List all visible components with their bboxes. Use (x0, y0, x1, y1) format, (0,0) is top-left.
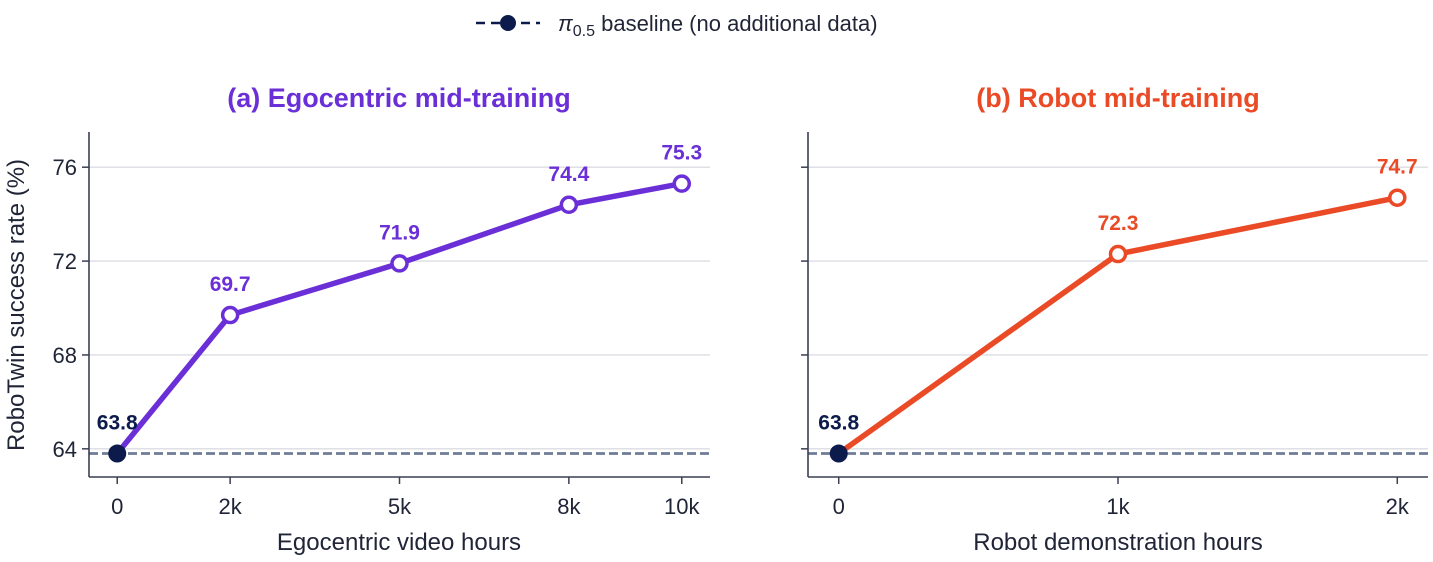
data-value-label: 74.7 (1377, 156, 1418, 179)
baseline-value-label: 63.8 (97, 412, 138, 435)
legend: π0.5 baseline (no additional data) (476, 11, 878, 40)
x-ticks: 0 1k 2k (833, 477, 1410, 519)
x-ticks: 0 2k 5k 8k 10k (111, 477, 701, 519)
legend-symbol-subscript: 0.5 (573, 23, 595, 40)
data-point (559, 195, 579, 215)
x-tick-label: 2k (219, 494, 243, 519)
panel-robot: (b) Robot mid-training 0 1k 2k 63.8 72.3 74.… (801, 83, 1428, 556)
series (829, 188, 1407, 463)
y-ticks: 64 68 72 76 (53, 155, 89, 462)
data-value-label: 69.7 (210, 273, 251, 296)
baseline-value-label: 63.8 (818, 412, 859, 435)
x-tick-label: 0 (111, 494, 123, 519)
legend-label: π0.5 baseline (no additional data) (558, 11, 878, 40)
baseline-point (829, 444, 848, 463)
data-point (672, 174, 692, 193)
y-tick-label: 72 (53, 249, 77, 274)
axes (88, 132, 710, 478)
x-tick-label: 2k (1386, 494, 1410, 519)
grid-lines (89, 166, 710, 450)
data-point (1388, 188, 1407, 207)
series (108, 174, 692, 463)
x-axis-label: Egocentric video hours (277, 529, 521, 556)
data-point (1108, 244, 1128, 264)
data-point (390, 254, 409, 273)
data-labels: 63.8 69.7 71.9 74.4 75.3 (97, 142, 702, 435)
axes (807, 132, 1428, 478)
legend-symbol: π (558, 11, 574, 36)
panel-title: (a) Egocentric mid-training (227, 83, 571, 113)
x-tick-label: 8k (557, 494, 581, 519)
y-tick-label: 64 (53, 437, 77, 462)
x-axis-label: Robot demonstration hours (973, 529, 1263, 556)
data-labels: 63.8 72.3 74.7 (818, 156, 1417, 435)
legend-baseline-swatch-marker (500, 15, 516, 31)
y-tick-label: 68 (53, 343, 77, 368)
y-ticks (801, 166, 808, 450)
panel-title: (b) Robot mid-training (976, 83, 1259, 113)
x-tick-label: 1k (1106, 494, 1130, 519)
data-value-label: 71.9 (379, 221, 420, 244)
data-value-label: 72.3 (1098, 212, 1139, 235)
y-axis-label: RoboTwin success rate (%) (3, 159, 30, 451)
grid-lines (808, 166, 1428, 450)
legend-text: baseline (no additional data) (595, 11, 878, 36)
panel-egocentric: (a) Egocentric mid-training 64 68 72 76 0 2k… (53, 83, 710, 556)
data-value-label: 75.3 (661, 142, 702, 165)
x-tick-label: 10k (664, 494, 700, 519)
y-tick-label: 76 (53, 155, 77, 180)
x-tick-label: 0 (833, 494, 845, 519)
x-tick-label: 5k (388, 494, 412, 519)
series-line (835, 194, 1401, 457)
baseline-point (108, 444, 127, 463)
data-value-label: 74.4 (548, 163, 589, 186)
data-point (220, 305, 240, 325)
